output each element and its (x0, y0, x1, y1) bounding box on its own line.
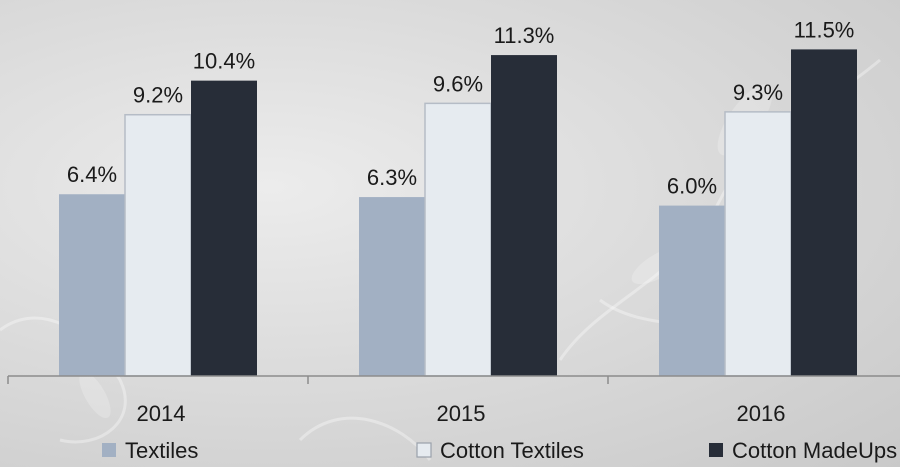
legend-label-textiles: Textiles (125, 438, 198, 463)
x-tick-label-2015: 2015 (437, 401, 486, 426)
legend-swatch-cotton-madeups (709, 443, 723, 457)
legend-swatch-cotton-textiles (416, 442, 432, 458)
data-label-cotton-textiles-2014: 9.2% (133, 83, 183, 108)
bar-textiles-2015 (359, 197, 425, 376)
data-label-cotton-madeups-2014: 10.4% (193, 49, 255, 74)
data-labels-layer: 6.4% 9.2% 10.4% 6.3% 9.6% 11.3% 6.0% 9.3% 11.5% (67, 17, 854, 198)
data-label-cotton-madeups-2016: 11.5% (794, 17, 855, 42)
bar-cotton-madeups-2015 (491, 55, 557, 377)
bar-textiles-2014 (59, 194, 125, 376)
bar-cotton-madeups-2014 (191, 80, 257, 376)
data-label-cotton-textiles-2015: 9.6% (433, 71, 483, 96)
bars-layer (59, 49, 857, 377)
bar-cotton-textiles-2016 (724, 111, 792, 377)
data-label-textiles-2016: 6.0% (667, 174, 717, 199)
bar-cotton-textiles-2015 (424, 102, 492, 377)
bar-cotton-textiles-2014 (124, 113, 192, 377)
legend-label-cotton-madeups: Cotton MadeUps (732, 438, 897, 463)
legend-label-cotton-textiles: Cotton Textiles (440, 438, 584, 463)
x-tick-label-2016: 2016 (737, 401, 786, 426)
x-tick-label-2014: 2014 (137, 401, 186, 426)
data-label-textiles-2014: 6.4% (67, 162, 117, 187)
x-axis: 2014 2015 2016 (7, 375, 900, 426)
legend: Textiles Cotton Textiles Cotton MadeUps (102, 438, 897, 463)
data-label-textiles-2015: 6.3% (367, 165, 417, 190)
bar-textiles-2016 (659, 205, 725, 376)
bar-cotton-madeups-2016 (791, 49, 857, 377)
legend-swatch-textiles (102, 443, 116, 457)
data-label-cotton-madeups-2015: 11.3% (494, 23, 555, 48)
data-label-cotton-textiles-2016: 9.3% (733, 80, 783, 105)
